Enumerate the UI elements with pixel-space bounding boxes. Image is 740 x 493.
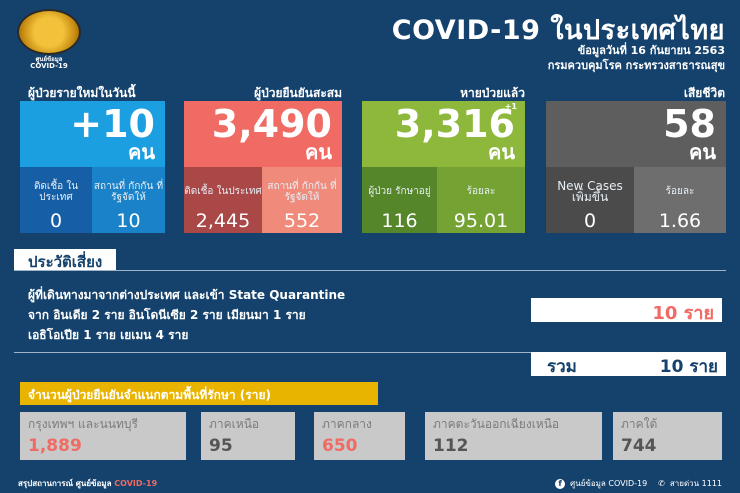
- sub-label: ติดเชื้อ ในประเทศ: [33, 180, 79, 203]
- card-main: +1 3,316 คน: [362, 101, 525, 167]
- sub-value: 10: [116, 210, 141, 232]
- phone-icon: ✆: [658, 479, 665, 488]
- footer-highlight: COVID-19: [114, 479, 158, 488]
- card-sub-right: ร้อยละ 95.01: [437, 167, 525, 233]
- card-recovered: +1 3,316 คน ผู้ป่วย รักษาอยู่ 116 ร้อยละ…: [362, 101, 525, 233]
- risk-line: ผู้ที่เดินทางมาจากต่างประเทศ และเข้า Sta…: [28, 288, 346, 302]
- sub-label: ติดเชื้อ ในประเทศ: [184, 186, 262, 197]
- card-sub-right: ร้อยละ 1.66: [634, 167, 726, 233]
- sub-value: 0: [583, 210, 597, 232]
- sub-label: New Cases เพิ่มขึ้น: [557, 178, 623, 204]
- footer-text: สรุปสถานการณ์ ศูนย์ข้อมูล: [18, 479, 112, 488]
- heading-confirmed: ผู้ป่วยยืนยันสะสม: [254, 86, 342, 100]
- facebook-page: ศูนย์ข้อมูล COVID-19: [570, 479, 648, 488]
- region-value: 1,889: [28, 436, 82, 456]
- hotline: สายด่วน 1111: [669, 479, 722, 488]
- sub-value: 1.66: [658, 210, 702, 232]
- logo-caption-line: COVID-19: [30, 62, 68, 70]
- card-unit: คน: [304, 140, 332, 164]
- card-unit: คน: [127, 140, 155, 164]
- region-bangkok: กรุงเทพฯ และนนทบุรี 1,889: [20, 412, 186, 460]
- risk-line: เอธิโอเปีย 1 ราย เยเมน 4 ราย: [28, 328, 189, 342]
- sub-value: 95.01: [453, 210, 509, 232]
- date-line: ข้อมูลวันที่ 16 กันยายน 2563: [577, 44, 725, 57]
- heading-recovered: หายป่วยแล้ว: [460, 86, 525, 100]
- region-label: ภาคเหนือ: [209, 417, 260, 431]
- card-value: 3,316: [394, 102, 515, 146]
- region-value: 650: [322, 436, 358, 456]
- region-central: ภาคกลาง 650: [314, 412, 405, 460]
- card-deaths: 58 คน New Cases เพิ่มขึ้น 0 ร้อยละ 1.66: [546, 101, 726, 233]
- card-sub-right: สถานที่ กักกัน ที่รัฐจัดให้ 10: [92, 167, 165, 233]
- region-label: ภาคกลาง: [322, 417, 372, 431]
- card-value: 58: [663, 102, 716, 146]
- divider: [14, 270, 726, 271]
- card-sub-right: สถานที่ กักกัน ที่รัฐจัดให้ 552: [262, 167, 342, 233]
- sub-value: 116: [381, 210, 418, 232]
- card-sub-left: ติดเชื้อ ในประเทศ 0: [20, 167, 92, 233]
- region-value: 112: [433, 436, 469, 456]
- risk-line: จาก อินเดีย 2 ราย อินโดนีเซีย 2 ราย เมีย…: [28, 308, 306, 322]
- sub-label: สถานที่ กักกัน ที่รัฐจัดให้: [267, 180, 337, 203]
- facebook-icon: f: [555, 478, 566, 489]
- risk-total: รวม 10 ราย: [531, 352, 726, 377]
- sub-value: 2,445: [195, 210, 251, 232]
- card-badge: +1: [504, 102, 517, 111]
- heading-new-cases: ผู้ป่วยรายใหม่ในวันนี้: [28, 86, 136, 100]
- page-title: COVID-19 ในประเทศไทย: [391, 15, 725, 46]
- region-northeast: ภาคตะวันออกเฉียงเหนือ 112: [425, 412, 602, 460]
- card-main: 58 คน: [546, 101, 726, 167]
- region-south: ภาคใต้ 744: [613, 412, 722, 460]
- region-value: 95: [209, 436, 233, 456]
- divider: [14, 352, 726, 353]
- logo-caption: ศูนย์ข้อมูล COVID-19: [10, 56, 88, 70]
- risk-count: 10 ราย: [531, 298, 722, 324]
- sub-label: ร้อยละ: [665, 186, 695, 197]
- card-sub-left: ติดเชื้อ ในประเทศ 2,445: [184, 167, 262, 233]
- card-sub-left: New Cases เพิ่มขึ้น 0: [546, 167, 634, 233]
- region-label: กรุงเทพฯ และนนทบุรี: [28, 417, 138, 431]
- total-label: รวม: [547, 357, 577, 377]
- region-value: 744: [621, 436, 657, 456]
- card-value: 3,490: [211, 102, 332, 146]
- org-line: กรมควบคุมโรค กระทรวงสาธารณสุข: [547, 59, 725, 72]
- sub-label: ผู้ป่วย รักษาอยู่: [368, 186, 431, 197]
- sub-value: 0: [49, 210, 63, 232]
- heading-deaths: เสียชีวิต: [683, 86, 725, 100]
- card-unit: คน: [688, 140, 716, 164]
- ministry-seal-logo: [17, 9, 81, 55]
- card-main: 3,490 คน: [184, 101, 342, 167]
- logo-caption-line: ศูนย์ข้อมูล: [35, 56, 63, 63]
- region-label: ภาคตะวันออกเฉียงเหนือ: [433, 417, 560, 431]
- sub-value: 552: [283, 210, 321, 232]
- card-new-cases: +10 คน ติดเชื้อ ในประเทศ 0 สถานที่ กักกั…: [20, 101, 165, 233]
- total-value: 10 ราย: [659, 357, 718, 377]
- footer-summary: สรุปสถานการณ์ ศูนย์ข้อมูล COVID-19: [18, 477, 157, 490]
- card-unit: คน: [487, 140, 515, 164]
- card-sub-left: ผู้ป่วย รักษาอยู่ 116: [362, 167, 437, 233]
- card-main: +10 คน: [20, 101, 165, 167]
- risk-heading: ประวัติเสี่ยง: [14, 249, 116, 271]
- footer-contacts: f ศูนย์ข้อมูล COVID-19 ✆ สายด่วน 1111: [555, 477, 722, 490]
- sub-label: ร้อยละ: [466, 186, 496, 197]
- sub-label: สถานที่ กักกัน ที่รัฐจัดให้: [93, 180, 164, 203]
- regions-heading: จำนวนผู้ป่วยยืนยันจำแนกตามพื้นที่รักษา (…: [20, 382, 378, 405]
- region-label: ภาคใต้: [621, 417, 658, 431]
- card-confirmed: 3,490 คน ติดเชื้อ ในประเทศ 2,445 สถานที่…: [184, 101, 342, 233]
- region-north: ภาคเหนือ 95: [201, 412, 295, 460]
- card-value: +10: [70, 102, 155, 146]
